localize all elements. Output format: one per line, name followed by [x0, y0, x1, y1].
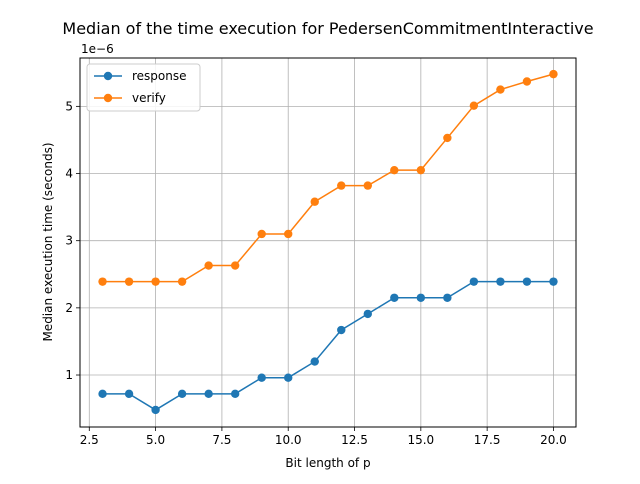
x-tick-label: 7.5 — [212, 433, 231, 447]
data-point-response — [469, 277, 479, 286]
y-tick-label: 5 — [65, 99, 73, 113]
data-point-response — [363, 309, 372, 319]
data-point-response — [416, 293, 426, 302]
data-point-verify — [151, 277, 160, 286]
chart-title: Median of the time execution for Pederse… — [62, 19, 593, 38]
data-point-response — [522, 277, 532, 286]
grid-lines — [80, 58, 576, 427]
data-point-verify — [416, 165, 426, 175]
data-point-verify — [204, 261, 213, 270]
legend-marker-response — [103, 71, 113, 81]
x-tick-label: 10.0 — [275, 433, 302, 447]
data-point-response — [310, 357, 319, 366]
y-tick-label: 1 — [65, 368, 73, 382]
data-point-verify — [469, 101, 479, 110]
data-point-verify — [230, 261, 240, 270]
legend-label-response: response — [132, 69, 187, 83]
data-point-verify — [257, 229, 266, 239]
y-axis-label: Median execution time (seconds) — [41, 142, 55, 341]
legend-marker-verify — [103, 93, 113, 103]
data-point-response — [443, 293, 452, 302]
data-point-response — [98, 389, 107, 399]
x-axis-label: Bit length of p — [285, 456, 370, 470]
x-tick-label: 15.0 — [407, 433, 434, 447]
data-point-response — [177, 389, 187, 399]
x-tick-label: 5.0 — [146, 433, 165, 447]
data-point-response — [257, 373, 266, 382]
data-point-response — [284, 373, 293, 382]
y-tick-label: 4 — [65, 167, 73, 181]
legend: response verify — [86, 63, 201, 112]
data-point-response — [124, 389, 134, 399]
data-point-response — [337, 325, 346, 335]
data-point-response — [230, 389, 240, 399]
y-axis-ticks: 1 2 3 4 5 — [65, 99, 80, 382]
y-tick-label: 2 — [65, 301, 73, 315]
data-point-response — [151, 405, 160, 415]
series-line-verify — [102, 73, 554, 283]
data-point-verify — [98, 277, 107, 286]
data-point-response — [390, 293, 399, 302]
data-point-verify — [177, 277, 187, 286]
data-point-verify — [496, 85, 505, 94]
data-point-response — [549, 277, 558, 286]
data-point-verify — [443, 133, 452, 143]
data-point-verify — [310, 197, 319, 206]
plot-frame — [79, 57, 577, 428]
legend-label-verify: verify — [132, 91, 166, 105]
y-offset-label: 1e−6 — [81, 42, 114, 56]
data-point-verify — [390, 165, 399, 175]
data-point-verify — [284, 229, 293, 239]
data-point-response — [496, 277, 505, 286]
series-line-response — [102, 280, 554, 411]
series-lines — [102, 73, 554, 411]
series-points — [98, 69, 558, 415]
data-point-verify — [124, 277, 134, 286]
x-tick-label: 20.0 — [540, 433, 567, 447]
data-point-verify — [522, 77, 532, 86]
x-axis-ticks: 2.5 5.0 7.5 10.0 12.5 15.0 17.5 20.0 — [80, 427, 567, 447]
data-point-verify — [337, 181, 346, 190]
data-point-verify — [549, 69, 558, 79]
x-tick-label: 2.5 — [80, 433, 99, 447]
data-point-response — [204, 389, 213, 399]
x-tick-label: 12.5 — [341, 433, 368, 447]
y-tick-label: 3 — [65, 234, 73, 248]
x-tick-label: 17.5 — [474, 433, 501, 447]
data-point-verify — [363, 181, 372, 190]
